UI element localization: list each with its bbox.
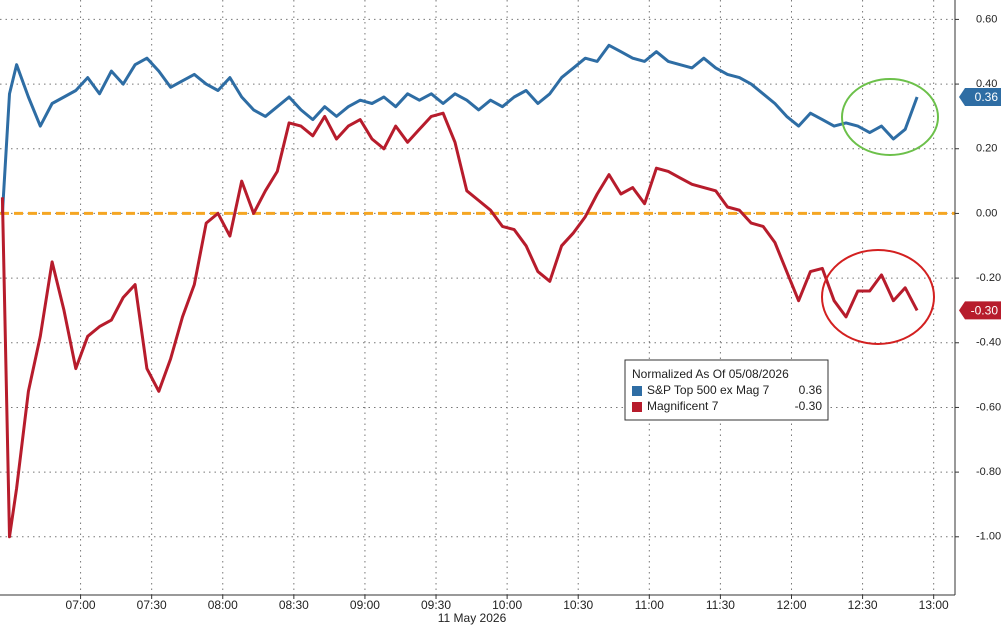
value-tag (959, 301, 1001, 320)
y-tick-label: 0.20 (976, 143, 997, 155)
y-tick-label: -1.00 (976, 531, 1001, 543)
legend-swatch (632, 386, 642, 396)
series-line (0, 43, 919, 214)
value-tag-label: -0.30 (971, 304, 999, 318)
x-tick-label: 10:00 (492, 598, 522, 612)
x-tick-label: 08:00 (208, 598, 238, 612)
y-tick-label: 0.60 (976, 13, 997, 25)
highlight-ellipse (821, 249, 935, 345)
x-tick-label: 12:00 (776, 598, 806, 612)
x-tick-label: 09:30 (421, 598, 451, 612)
x-tick-label: 07:30 (137, 598, 167, 612)
highlight-ellipse (841, 78, 939, 156)
x-tick-label: 11:30 (706, 598, 735, 612)
y-tick-label: -0.20 (976, 272, 1001, 284)
lines (0, 43, 955, 539)
x-axis-label: 11 May 2026 (438, 611, 507, 625)
legend: Normalized As Of 05/08/2026 S&P Top 500 … (624, 359, 829, 421)
legend-value: 0.36 (799, 383, 823, 397)
value-tag (959, 88, 1001, 107)
x-tick-label: 07:00 (66, 598, 96, 612)
legend-label: S&P Top 500 ex Mag 7 (647, 383, 770, 397)
y-tick-label: 0.00 (976, 207, 997, 219)
x-tick-label: 10:30 (563, 598, 593, 612)
legend-title: Normalized As Of 05/08/2026 (632, 367, 789, 381)
y-tick-label: 0.40 (976, 78, 997, 90)
x-tick-label: 13:00 (919, 598, 949, 612)
y-tick-label: -0.60 (976, 401, 1001, 413)
value-tag-label: 0.36 (975, 90, 999, 104)
series-line (0, 111, 919, 539)
legend-box (624, 359, 829, 421)
x-tick-label: 11:00 (635, 598, 664, 612)
legend-value: -0.30 (795, 399, 823, 413)
axes: 0.60 0.40 0.20 0.00 -0.20 -0.40 -0.60 -0.80 -1.0… (0, 0, 1001, 612)
y-tick-label: -0.40 (976, 337, 1001, 349)
grid (0, 0, 955, 595)
legend-label: Magnificent 7 (647, 399, 719, 413)
x-tick-label: 09:00 (350, 598, 380, 612)
x-tick-label: 12:30 (848, 598, 878, 612)
x-tick-label: 08:30 (279, 598, 309, 612)
legend-swatch (632, 402, 642, 412)
y-tick-label: -0.80 (976, 466, 1001, 478)
